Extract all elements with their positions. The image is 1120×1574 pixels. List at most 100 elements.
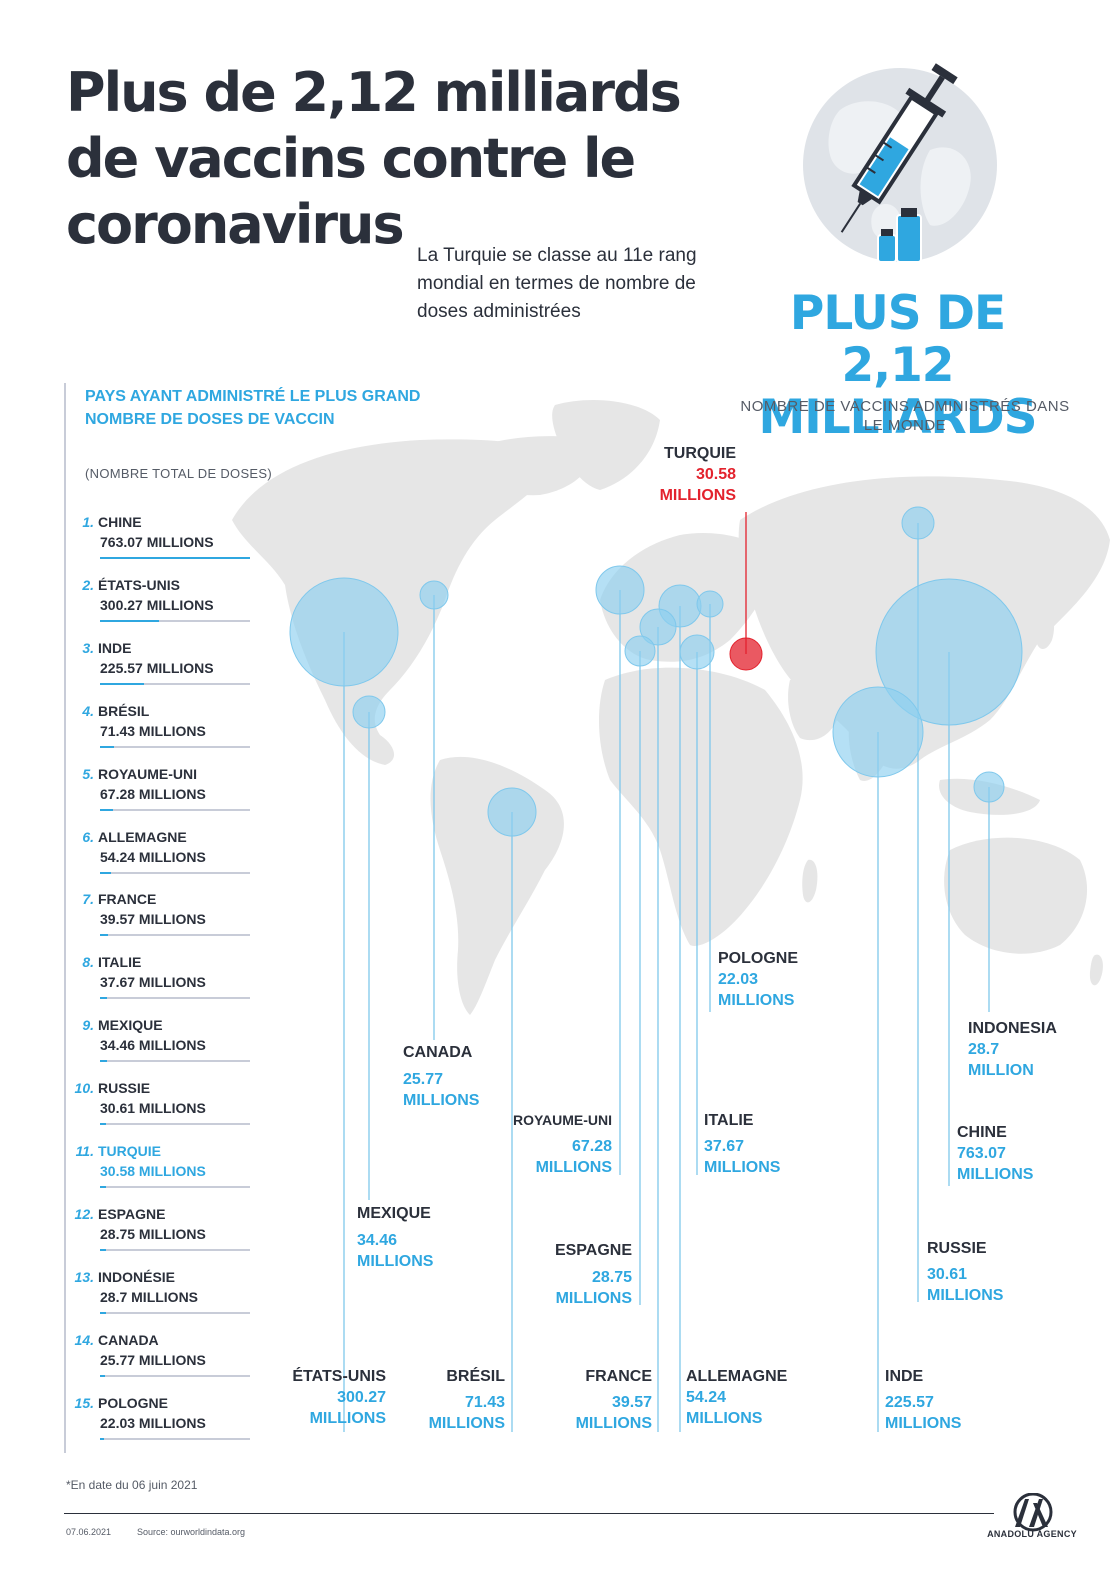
bubble-italie	[679, 634, 715, 670]
callout-value: 225.57	[885, 1394, 934, 1411]
bubble-turquie	[729, 637, 763, 671]
ranking-item-value: 34.46 MILLIONS	[100, 1037, 206, 1054]
ranking-item: 10. RUSSIE 30.61 MILLIONS	[70, 1080, 252, 1134]
total-headline: PLUS DE 2,12 MILLIARDS	[758, 286, 1037, 445]
callout-allemagne: ALLEMAGNE 54.24 MILLIONS	[686, 1366, 787, 1429]
ranking-item-value: 28.75 MILLIONS	[100, 1225, 206, 1242]
footer-date: 07.06.2021	[66, 1527, 112, 1537]
ranking-item-country: TURQUIE	[98, 1143, 161, 1159]
callout-name: FRANCE	[585, 1368, 652, 1385]
ranking-item-country: CANADA	[98, 1331, 159, 1348]
callout-unit: MILLION	[968, 1062, 1034, 1079]
callout-value: 34.46	[357, 1232, 398, 1249]
callout-canada: CANADA 25.77 MILLIONS	[403, 1042, 479, 1111]
ranking-item-rank: 6.	[82, 828, 94, 845]
ranking-item-value: 763.07 MILLIONS	[100, 534, 214, 550]
ranking-item: 12. ESPAGNE 28.75 MILLIONS	[70, 1206, 252, 1260]
bubble-bresil	[487, 787, 537, 837]
ranking-item-bar-track	[100, 557, 250, 559]
ranking-item-header: 11. TURQUIE	[70, 1143, 252, 1159]
globe-syringe-illustration	[803, 63, 997, 263]
ranking-item-bar-fill	[100, 745, 115, 748]
ranking-item-header: 15. POLOGNE	[70, 1395, 252, 1411]
ranking-item-bar-track	[100, 997, 250, 1000]
leader-lines	[343, 523, 990, 1432]
ranking-item-rank: 11.	[75, 1143, 94, 1159]
ranking-item-bar-fill	[100, 1060, 107, 1063]
ranking-item-bar-track	[100, 1248, 250, 1251]
callout-inde: INDE 225.57 MILLIONS	[885, 1366, 961, 1434]
callout-value: 300.27	[337, 1389, 386, 1406]
ranking-item: 7. FRANCE 39.57 MILLIONS	[70, 891, 252, 945]
ranking-item-bar-track	[100, 619, 250, 622]
callout-value: 763.07	[957, 1145, 1006, 1162]
bubble-chine	[875, 578, 1023, 726]
callout-pologne: POLOGNE 22.03 MILLIONS	[718, 948, 798, 1011]
ranking-item-bar-track	[100, 1311, 250, 1314]
ranking-item-country: ESPAGNE	[98, 1205, 166, 1222]
callout-name: RUSSIE	[927, 1240, 987, 1257]
callout-unit: MILLIONS	[704, 1159, 781, 1176]
callout-value: 39.57	[611, 1394, 652, 1411]
total-caption: NOMBRE DE VACCINS ADMINISTRÉS DANS LE MO…	[740, 398, 1070, 434]
ranking-item: 9. MEXIQUE 34.46 MILLIONS	[70, 1017, 252, 1071]
callout-unit: MILLIONS	[659, 487, 736, 504]
ranking-item-header: 4. BRÉSIL	[70, 703, 252, 719]
ranking-item-rank: 10.	[74, 1080, 94, 1097]
callout-value: 28.7	[968, 1041, 1000, 1058]
ranking-item-header: 12. ESPAGNE	[70, 1206, 252, 1222]
ranking-item-country: ITALIE	[98, 954, 142, 971]
ranking-item-bar-fill	[100, 997, 108, 1000]
ranking-item-header: 6. ALLEMAGNE	[70, 829, 252, 845]
sidebar-divider	[64, 383, 66, 1453]
ranking-item-header: 1. CHINE	[70, 514, 252, 530]
ranking-item-value: 30.58 MILLIONS	[100, 1163, 206, 1179]
callout-name: ALLEMAGNE	[686, 1368, 788, 1385]
ranking-item-rank: 13.	[74, 1268, 94, 1285]
ranking-item-bar-fill	[100, 1311, 106, 1314]
ranking-item-country: CHINE	[98, 514, 142, 530]
ranking-item-country: FRANCE	[98, 891, 157, 908]
ranking-item-rank: 9.	[82, 1017, 94, 1034]
callout-bresil: BRÉSIL 71.43 MILLIONS	[410, 1366, 505, 1434]
callout-name: TURQUIE	[664, 445, 736, 462]
ranking-item: 15. POLOGNE 22.03 MILLIONS	[70, 1395, 252, 1449]
ranking-item-bar-fill	[100, 934, 108, 937]
ranking-item-value: 67.28 MILLIONS	[100, 785, 206, 802]
callout-name: ÉTATS-UNIS	[292, 1368, 386, 1385]
ranking-item-rank: 5.	[82, 765, 94, 782]
ranking-title: PAYS AYANT ADMINISTRÉ LE PLUS GRAND NOMB…	[85, 388, 421, 428]
callout-name: MEXIQUE	[357, 1205, 431, 1222]
ranking-item-country: ÉTATS-UNIS	[98, 576, 180, 593]
ranking-item-value: 37.67 MILLIONS	[100, 974, 206, 991]
ranking-item-header: 2. ÉTATS-UNIS	[70, 577, 252, 593]
callout-name: CHINE	[957, 1124, 1007, 1141]
ranking-item-country: INDONÉSIE	[98, 1268, 176, 1285]
callout-value: 67.28	[571, 1138, 612, 1155]
callout-value: 30.61	[927, 1266, 968, 1283]
vaccine-bubbles	[289, 506, 1023, 837]
ranking-item: 14. CANADA 25.77 MILLIONS	[70, 1332, 252, 1386]
ranking-item-value: 22.03 MILLIONS	[100, 1414, 206, 1431]
ranking-item-bar-fill	[100, 619, 160, 622]
callout-name: ITALIE	[704, 1112, 754, 1129]
callout-etats-unis: ÉTATS-UNIS 300.27 MILLIONS	[280, 1366, 386, 1429]
callout-name: ESPAGNE	[554, 1242, 632, 1259]
ranking-item-bar-fill	[100, 1186, 106, 1188]
ranking-item-country: ALLEMAGNE	[98, 828, 187, 845]
ranking-item-rank: 15.	[74, 1394, 94, 1411]
callout-value: 37.67	[704, 1138, 745, 1155]
ranking-item-header: 14. CANADA	[70, 1332, 252, 1348]
ranking-item-bar-track	[100, 745, 250, 748]
ranking-item-rank: 7.	[82, 891, 94, 908]
callout-indonesia: INDONESIA 28.7 MILLION	[968, 1018, 1057, 1081]
ranking-item-country: MEXIQUE	[98, 1017, 163, 1034]
ranking-item-header: 13. INDONÉSIE	[70, 1269, 252, 1285]
ranking-item-value: 30.61 MILLIONS	[100, 1100, 206, 1117]
callout-name: BRÉSIL	[446, 1368, 505, 1385]
callout-italie: ITALIE 37.67 MILLIONS	[704, 1110, 780, 1178]
ranking-item-bar-track	[100, 871, 250, 874]
callout-unit: MILLIONS	[428, 1415, 505, 1432]
callout-name: INDE	[885, 1368, 924, 1385]
